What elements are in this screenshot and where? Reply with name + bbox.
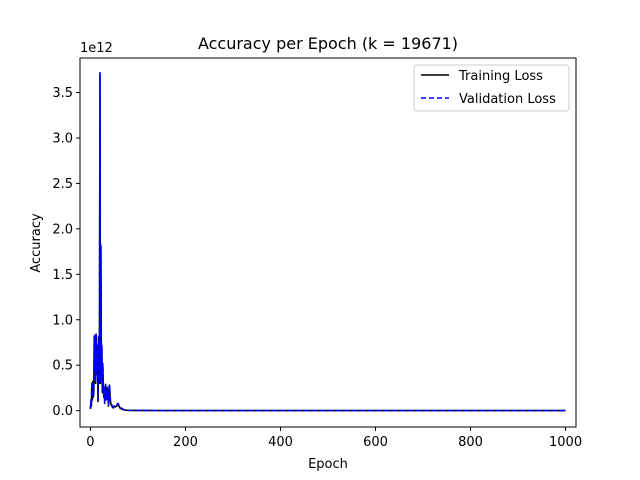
x-tick-label: 0 (86, 435, 94, 450)
legend: Training Loss Validation Loss (413, 64, 570, 112)
legend-box (413, 64, 570, 112)
x-tick-label: 1000 (549, 435, 582, 450)
y-tick-label: 2.5 (52, 177, 73, 192)
y-tick-label: 0.5 (52, 359, 73, 374)
y-tick-label: 3.5 (52, 86, 73, 101)
legend-label: Validation Loss (459, 92, 556, 107)
y-tick-label: 1.0 (52, 313, 73, 328)
y-axis-label: Accuracy (29, 213, 44, 273)
y-tick-label: 2.0 (52, 222, 73, 237)
y-axis-offset-label: 1e12 (80, 41, 113, 56)
x-tick-label: 400 (268, 435, 293, 450)
y-tick-label: 3.0 (52, 131, 73, 146)
x-axis-label: Epoch (308, 457, 348, 472)
y-tick-label: 0.0 (52, 404, 73, 419)
legend-label: Training Loss (458, 69, 543, 84)
x-tick-label: 600 (363, 435, 388, 450)
y-tick-label: 1.5 (52, 268, 73, 283)
axes-frame (79, 57, 577, 428)
series-line-validation-loss (89, 71, 566, 412)
x-tick-label: 200 (173, 435, 198, 450)
plot-area: 0 200 400 600 800 1000 0.0 0.5 1.0 1.5 2.0 2.5 3.0 3.… (52, 57, 582, 450)
x-tick-label: 800 (458, 435, 483, 450)
chart-title: Accuracy per Epoch (k = 19671) (198, 34, 458, 53)
